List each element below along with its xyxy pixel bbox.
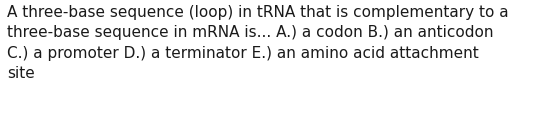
Text: A three-base sequence (loop) in tRNA that is complementary to a
three-base seque: A three-base sequence (loop) in tRNA tha… (7, 5, 509, 81)
